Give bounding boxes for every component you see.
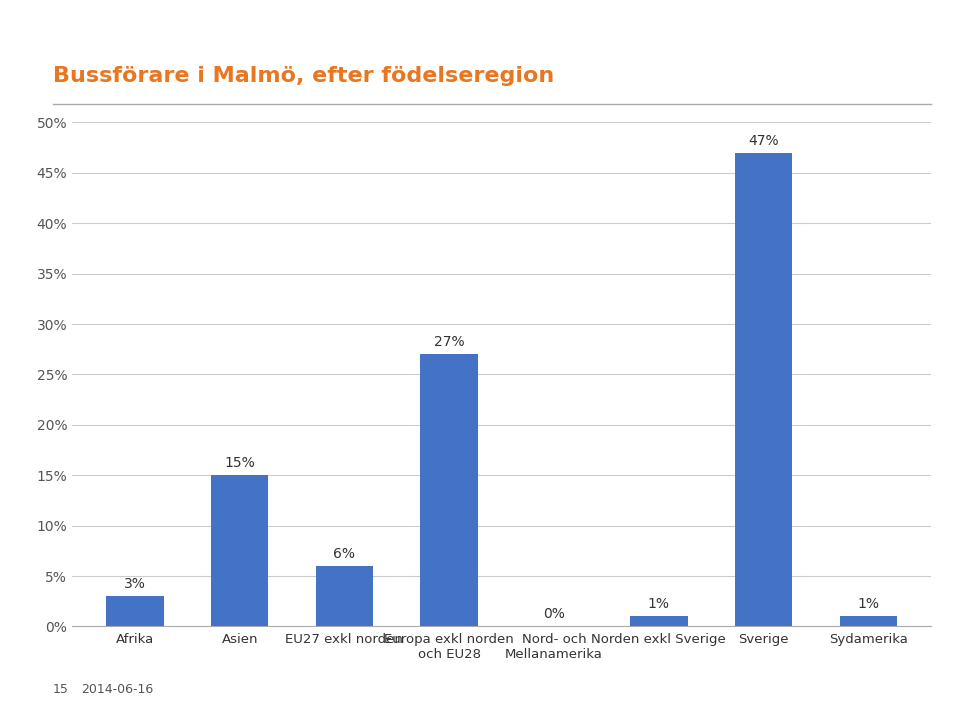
Text: 1%: 1% [857, 598, 879, 611]
Text: 1%: 1% [648, 598, 670, 611]
Bar [839, 616, 898, 626]
Bar [211, 475, 269, 626]
Text: 3%: 3% [124, 577, 146, 591]
Bar [630, 616, 687, 626]
Text: 2014-06-16: 2014-06-16 [82, 683, 154, 696]
Text: 15: 15 [53, 683, 69, 696]
Bar [106, 596, 164, 626]
Bar [734, 153, 792, 626]
Text: 47%: 47% [748, 134, 779, 148]
Text: Bussförare i Malmö, efter födelseregion: Bussförare i Malmö, efter födelseregion [53, 66, 554, 86]
Bar [316, 566, 373, 626]
Text: 27%: 27% [434, 336, 465, 349]
Text: 0%: 0% [543, 608, 564, 621]
Bar [420, 354, 478, 626]
Text: 6%: 6% [333, 547, 355, 561]
Text: 15%: 15% [225, 456, 255, 470]
